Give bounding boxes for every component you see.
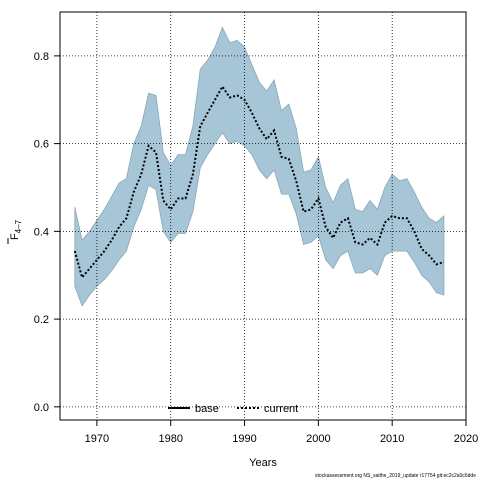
grid-layer [60,12,466,420]
y-axis-title: F4–7 [7,219,23,244]
x-axis-title: Years [249,457,277,469]
y-tick-label-0.6: 0.6 [34,139,49,151]
confidence-band-layer [74,26,445,307]
y-tick-label-0.0: 0.0 [34,402,49,414]
x-tick-label-2020: 2020 [454,433,478,445]
plot-frame [59,11,467,421]
footer-note: stockassessment.org NS_saithe_2019_updat… [315,473,476,479]
x-tick-label-1980: 1980 [158,433,182,445]
x-tick-label-2010: 2010 [380,433,404,445]
axis-layer: 1970 1980 1990 2000 2010 2020 0.0 0.2 0.4 0.6 0.8 [34,51,479,445]
series-line-current [73,84,445,280]
legend: base current [168,403,298,415]
y-tick-label-0.4: 0.4 [34,226,49,238]
x-tick-label-2000: 2000 [306,433,330,445]
y-tick-label-0.8: 0.8 [34,51,49,63]
x-tick-label-1970: 1970 [85,433,109,445]
svg-text:F4–7: F4–7 [9,219,23,240]
legend-label-current: current [264,403,298,415]
legend-label-base: base [195,403,219,415]
confidence-band [74,26,445,307]
y-tick-label-0.2: 0.2 [34,314,49,326]
y-axis-title-sub: 4–7 [14,219,23,233]
y-axis-title-main: F [9,233,21,240]
x-tick-label-1990: 1990 [232,433,256,445]
line-layer [73,84,445,280]
